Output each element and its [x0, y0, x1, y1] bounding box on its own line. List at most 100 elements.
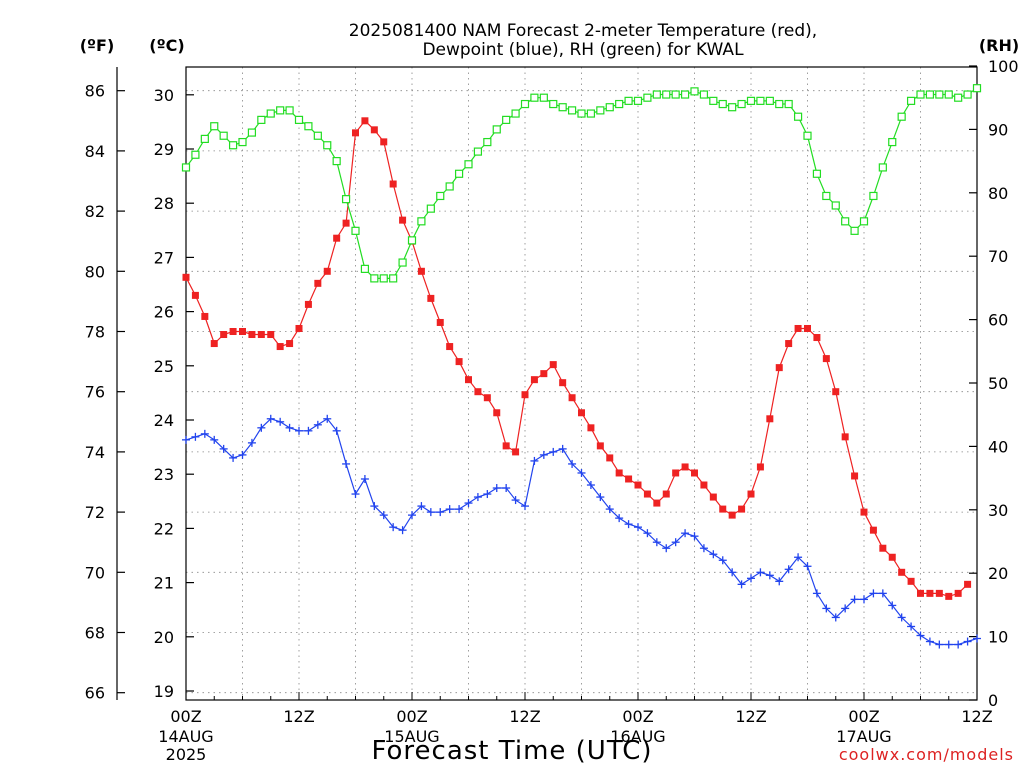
temperature-point [455, 358, 463, 366]
temperature-point [917, 589, 924, 597]
temperature-point [559, 379, 567, 387]
dewpoint-point [944, 640, 953, 649]
temperature-point [474, 388, 482, 396]
dewpoint-point [473, 493, 482, 502]
temperature-point [436, 318, 444, 326]
rh-point [596, 106, 605, 115]
dewpoint-point [379, 511, 388, 520]
dewpoint-point [690, 532, 699, 541]
chart-title-line2: Dewpoint (blue), RH (green) for KWAL [422, 40, 744, 60]
rh-point [520, 99, 530, 109]
dewpoint-point [511, 496, 520, 505]
temperature-point [399, 216, 407, 224]
dewpoint-point [257, 423, 266, 432]
rh-point [398, 258, 407, 267]
rh-point [775, 99, 784, 109]
rh-point [737, 99, 746, 109]
rh-tick-label: 70 [988, 247, 1008, 266]
dewpoint-point [417, 502, 426, 511]
temperature-point [709, 493, 717, 501]
rh-point [888, 137, 897, 147]
rh-unit-label: (RH) [979, 36, 1019, 55]
x-date-label: 2025 [166, 745, 207, 764]
series-group [181, 84, 982, 649]
c-tick-label: 21 [154, 574, 174, 593]
dewpoint-point [794, 553, 803, 562]
temperature-point [333, 234, 341, 242]
rh-point [605, 103, 614, 112]
dewpoint-point [568, 459, 577, 468]
rh-tick-label: 100 [988, 57, 1019, 76]
dewpoint-point [615, 514, 624, 523]
rh-point [624, 96, 633, 105]
dewpoint-point [916, 631, 925, 640]
f-tick-label: 74 [85, 443, 105, 462]
temperature-point [248, 331, 256, 339]
axes: 66 68 70 72 74 76 78 80 82 84 86 19 20 21 22 23 24 25 26 27… [85, 57, 1019, 764]
dewpoint-point [860, 595, 868, 604]
temperature-point [926, 589, 934, 597]
rh-point [294, 115, 304, 124]
temperature-point [446, 343, 454, 351]
temperature-point [738, 505, 746, 513]
temperature-point [587, 424, 595, 432]
temperature-point [672, 469, 680, 477]
temperature-point [512, 448, 520, 456]
dewpoint-point [549, 447, 558, 456]
rh-point [247, 128, 257, 137]
dewpoint-point [558, 444, 567, 453]
rh-tick-label: 30 [988, 501, 1008, 520]
x-tick-label: 00Z [622, 707, 653, 726]
temperature-point [945, 592, 953, 600]
dewpoint-point [803, 562, 812, 571]
temperature-point [389, 180, 397, 188]
x-tick-label: 12Z [735, 707, 766, 726]
rh-point [181, 163, 191, 172]
f-tick-label: 84 [85, 142, 105, 161]
rh-point [266, 109, 275, 118]
c-tick-label: 22 [154, 519, 174, 538]
rh-point [812, 169, 822, 178]
dewpoint-point [436, 508, 445, 517]
temperature-point [794, 324, 802, 332]
fahrenheit-unit-label: (ºF) [80, 36, 115, 55]
rh-tick-label: 20 [988, 564, 1008, 583]
c-tick-label: 26 [154, 303, 174, 322]
dewpoint-point [605, 505, 614, 514]
c-tick-label: 24 [154, 411, 174, 430]
temperature-point [728, 511, 736, 519]
rh-point [935, 90, 944, 99]
dewpoint-point [699, 544, 708, 553]
temperature-point [540, 370, 548, 378]
rh-point [530, 93, 539, 102]
dewpoint-point [586, 481, 595, 490]
temperature-point [832, 388, 840, 396]
dewpoint-point [878, 589, 887, 598]
temperature-point [747, 490, 755, 498]
temperature-point [634, 481, 642, 489]
rh-point [558, 103, 567, 112]
x-tick-label: 00Z [396, 707, 427, 726]
dewpoint-point [765, 571, 774, 580]
rh-point [944, 90, 953, 99]
dewpoint-point [812, 589, 821, 598]
rh-point [511, 109, 520, 118]
dewpoint-point [869, 589, 878, 598]
rh-point [502, 115, 511, 124]
rh-point [285, 106, 294, 115]
dewpoint-point [747, 574, 755, 583]
temperature-point [964, 580, 972, 588]
rh-point [426, 204, 435, 213]
temperature-point [521, 391, 529, 399]
temperature-point [370, 126, 378, 134]
dewpoint-point [342, 459, 351, 468]
c-tick-label: 27 [154, 248, 174, 267]
rh-point [906, 96, 916, 105]
watermark: coolwx.com/models [839, 745, 1014, 764]
temperature-point [898, 568, 906, 576]
temperature-point [191, 291, 199, 299]
dewpoint-point [643, 529, 652, 538]
rh-point [191, 150, 200, 159]
x-date-label: 17AUG [836, 727, 891, 746]
rh-point [643, 93, 652, 102]
